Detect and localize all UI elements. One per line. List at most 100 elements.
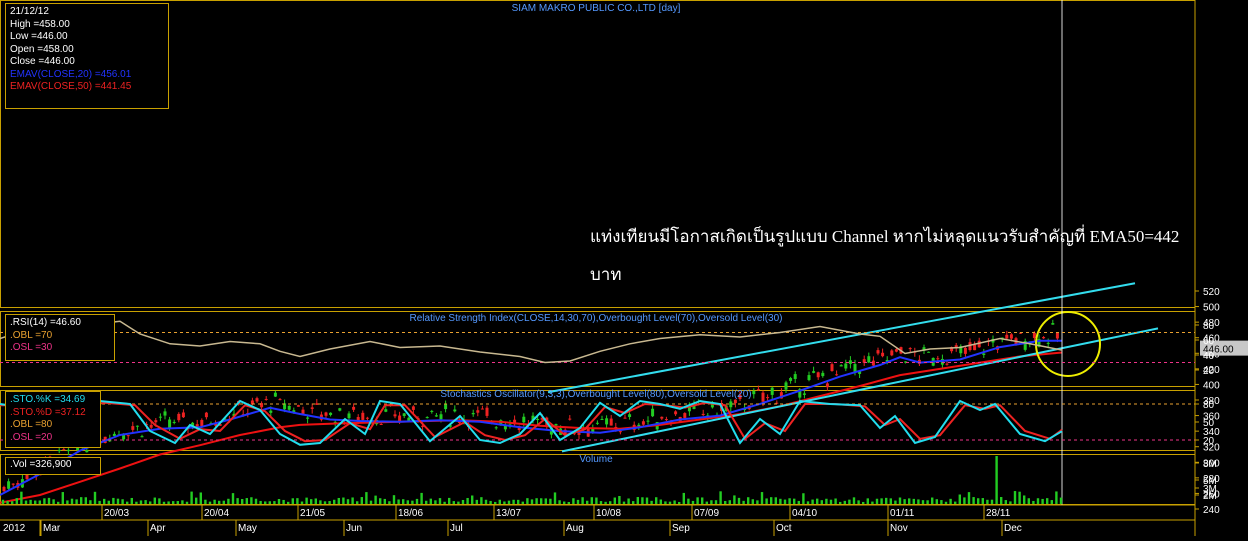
volume-bar (1, 499, 5, 504)
volume-bar (429, 498, 432, 504)
volume-bar (889, 498, 892, 504)
volume-bar (250, 497, 253, 504)
info-low: Low =446.00 (10, 31, 68, 42)
candle-body (301, 409, 305, 414)
rsi-tick-label: 40 (1203, 351, 1215, 362)
volume-bar (314, 498, 317, 504)
candle (158, 413, 162, 422)
candle (890, 349, 894, 357)
candle (733, 399, 737, 408)
candle-body (57, 450, 61, 452)
candle-body (122, 433, 126, 440)
candle (453, 405, 457, 413)
candle-body (853, 364, 857, 372)
volume-bar (981, 498, 984, 504)
volume-bar (139, 500, 143, 504)
candle-body (609, 418, 613, 426)
candle (959, 344, 963, 357)
candle (871, 356, 875, 367)
volume-bar (153, 497, 156, 504)
volume-bar (931, 497, 934, 504)
volume-bar (724, 500, 727, 504)
volume-bar (977, 498, 980, 504)
candle (963, 345, 967, 357)
candle-body (568, 418, 572, 420)
x-date-label: 07/09 (694, 508, 719, 519)
volume-bar (52, 499, 55, 504)
candle-body (62, 449, 66, 451)
candle-body (600, 418, 604, 420)
candle (738, 391, 742, 402)
volume-bar (259, 500, 262, 504)
rsi-tick-label: 20 (1203, 366, 1215, 377)
volume-bar (264, 501, 267, 504)
info-date: 21/12/12 (10, 6, 49, 17)
volume-bar (563, 501, 566, 504)
volume-bar (921, 500, 925, 504)
candle-body (1042, 337, 1046, 339)
price-tick-label: 520 (1203, 287, 1220, 298)
volume-bar (89, 500, 92, 504)
candle-body (421, 425, 425, 427)
volume-bar (1018, 491, 1021, 504)
volume-bar (208, 501, 212, 504)
candle (204, 411, 208, 420)
volume-bar (296, 498, 299, 504)
x-date-label: 04/10 (792, 508, 817, 519)
candle-body (439, 414, 443, 420)
candle (140, 434, 144, 438)
x-date-label: 18/06 (398, 508, 423, 519)
candle (876, 347, 880, 356)
volume-bar (144, 500, 147, 504)
volume-bar (503, 501, 506, 504)
volume-bar (98, 500, 101, 504)
candle (766, 394, 770, 402)
volume-bar (356, 501, 359, 504)
volume-bar (300, 501, 304, 504)
volume-bar (1050, 500, 1053, 504)
candle-body (1051, 323, 1055, 325)
candle-body (756, 389, 760, 391)
x-date-label: 13/07 (496, 508, 521, 519)
volume-bar (1027, 498, 1030, 504)
volume-bar (241, 499, 244, 504)
volume-tick-label: 2M (1203, 491, 1217, 502)
volume-bar (954, 501, 957, 504)
volume-bar (204, 499, 207, 504)
volume-bar (181, 500, 184, 504)
candle-body (503, 424, 507, 430)
x-month-label: Aug (566, 523, 584, 534)
volume-bar (158, 498, 161, 504)
volume-bar (24, 500, 28, 504)
candle (131, 421, 135, 434)
candle-body (936, 358, 940, 360)
candle (393, 410, 397, 419)
volume-bar (673, 500, 676, 504)
volume-bar (61, 492, 64, 504)
candle-body (1055, 332, 1059, 339)
candle (57, 447, 61, 454)
info-ema20: EMAV(CLOSE,20) =456.01 (10, 68, 132, 80)
candle-body (858, 371, 862, 374)
volume-bar (774, 497, 777, 504)
volume-bar (342, 497, 345, 504)
volume-bar (581, 497, 584, 504)
volume-bar (471, 495, 474, 504)
volume-bar (829, 499, 833, 504)
price-tick-label: 260 (1203, 489, 1220, 500)
candle-body (448, 425, 452, 427)
chart-title: SIAM MAKRO PUBLIC CO.,LTD [day] (512, 3, 681, 14)
candle-body (637, 424, 641, 427)
candle-body (807, 375, 811, 381)
candle-body (959, 346, 963, 354)
candle (628, 412, 632, 420)
candle-body (430, 410, 434, 412)
candle (352, 403, 356, 412)
channel-line-upper (547, 282, 1136, 394)
volume-bar (443, 501, 446, 504)
info-high: High =458.00 (10, 18, 70, 30)
volume-title: Volume (579, 454, 613, 465)
candle-body (775, 402, 779, 404)
volume-bar (1059, 497, 1063, 504)
